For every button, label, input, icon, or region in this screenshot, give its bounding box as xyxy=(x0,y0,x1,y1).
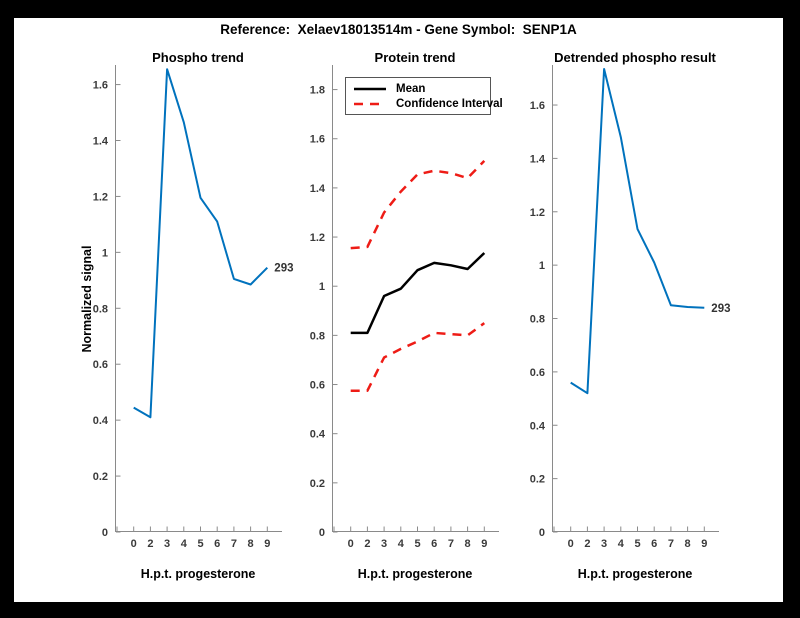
x-tick-label: 3 xyxy=(164,538,170,550)
subplot1-xlabel: H.p.t. progesterone xyxy=(140,567,256,581)
y-tick-label: 0 xyxy=(102,527,108,539)
y-tick-label: 0.8 xyxy=(530,314,545,326)
series-confidence-interval-upper xyxy=(350,160,486,250)
y-tick-label: 0.4 xyxy=(530,420,546,432)
y-tick-label: 0.6 xyxy=(93,359,108,371)
x-tick-label: 0 xyxy=(131,538,137,550)
y-tick-label: 1 xyxy=(102,247,108,259)
series-mean xyxy=(350,252,486,335)
y-tick-label: 1.6 xyxy=(310,134,325,146)
x-tick-label: 6 xyxy=(651,538,657,550)
x-tick-label: 6 xyxy=(431,538,437,550)
y-tick-label: 0.2 xyxy=(310,478,325,490)
series-end-label: 293 xyxy=(274,263,293,275)
x-tick-label: 7 xyxy=(231,538,237,550)
y-tick-label: 0.8 xyxy=(93,303,108,315)
y-tick-label: 0.6 xyxy=(310,380,325,392)
y-tick-label: 1.6 xyxy=(530,100,545,112)
subplot3-title: Detrended phospho result xyxy=(554,50,716,65)
y-tick-label: 0.4 xyxy=(93,415,109,427)
y-tick-label: 0.6 xyxy=(530,367,545,379)
y-tick-label: 0.2 xyxy=(93,471,108,483)
y-tick-label: 0 xyxy=(539,527,545,539)
x-tick-label: 6 xyxy=(214,538,220,550)
x-tick-label: 9 xyxy=(481,538,487,550)
subplot1-title: Phospho trend xyxy=(152,50,244,65)
y-tick-label: 1.2 xyxy=(530,207,545,219)
mean-line-sample-icon xyxy=(354,87,386,90)
series-end-label: 293 xyxy=(711,303,730,315)
series-detrended-phospho-signal xyxy=(570,68,705,395)
x-tick-label: 2 xyxy=(147,538,153,550)
figure-title: Reference: Xelaev18013514m - Gene Symbol… xyxy=(220,22,577,37)
x-tick-label: 7 xyxy=(448,538,454,550)
subplot2-title: Protein trend xyxy=(374,50,456,65)
y-tick-label: 0.2 xyxy=(530,474,545,486)
x-tick-label: 9 xyxy=(701,538,707,550)
x-tick-label: 2 xyxy=(364,538,370,550)
ci-line-sample-icon xyxy=(354,102,386,105)
series-confidence-interval-lower xyxy=(350,322,486,392)
x-tick-label: 0 xyxy=(568,538,574,550)
x-tick-label: 0 xyxy=(348,538,354,550)
protein-trend-chart: 0 2 3 4 5 6 7 8 900.20.40.60.811.21.41.61.8 xyxy=(310,65,499,550)
x-tick-label: 3 xyxy=(601,538,607,550)
y-tick-label: 1.2 xyxy=(93,191,108,203)
y-tick-label: 1.4 xyxy=(310,183,326,195)
x-tick-label: 7 xyxy=(668,538,674,550)
x-tick-label: 2 xyxy=(584,538,590,550)
x-tick-label: 4 xyxy=(398,538,405,550)
x-tick-label: 5 xyxy=(414,538,420,550)
subplot3-xlabel: H.p.t. progesterone xyxy=(577,567,693,581)
y-tick-label: 1.2 xyxy=(310,232,325,244)
y-tick-label: 0 xyxy=(319,527,325,539)
x-tick-label: 5 xyxy=(197,538,203,550)
subplot2-xlabel: H.p.t. progesterone xyxy=(357,567,473,581)
legend: Mean Confidence Interval xyxy=(345,77,503,115)
x-tick-label: 9 xyxy=(264,538,270,550)
x-tick-label: 8 xyxy=(685,538,691,550)
x-tick-label: 5 xyxy=(634,538,640,550)
y-tick-label: 0.4 xyxy=(310,429,326,441)
x-tick-label: 4 xyxy=(181,538,188,550)
y-tick-label: 1.6 xyxy=(93,80,108,92)
legend-label-confidence-interval: Confidence Interval xyxy=(396,97,503,110)
y-tick-label: 1.4 xyxy=(530,153,546,165)
legend-label-mean: Mean xyxy=(396,82,426,95)
legend-item-mean: Mean xyxy=(352,81,484,96)
y-tick-label: 1.4 xyxy=(93,136,109,148)
y-tick-label: 1 xyxy=(539,260,545,272)
y-axis-label: Normalized signal xyxy=(80,245,94,353)
x-tick-label: 3 xyxy=(381,538,387,550)
figure-canvas: Reference: Xelaev18013514m - Gene Symbol… xyxy=(14,18,783,602)
x-tick-label: 8 xyxy=(248,538,254,550)
series-phospho-signal xyxy=(133,68,269,419)
x-tick-label: 8 xyxy=(465,538,471,550)
y-tick-label: 0.8 xyxy=(310,330,325,342)
y-tick-label: 1.8 xyxy=(310,85,325,97)
x-tick-label: 4 xyxy=(618,538,625,550)
y-tick-label: 1 xyxy=(319,281,325,293)
legend-item-confidence-interval: Confidence Interval xyxy=(352,96,503,111)
